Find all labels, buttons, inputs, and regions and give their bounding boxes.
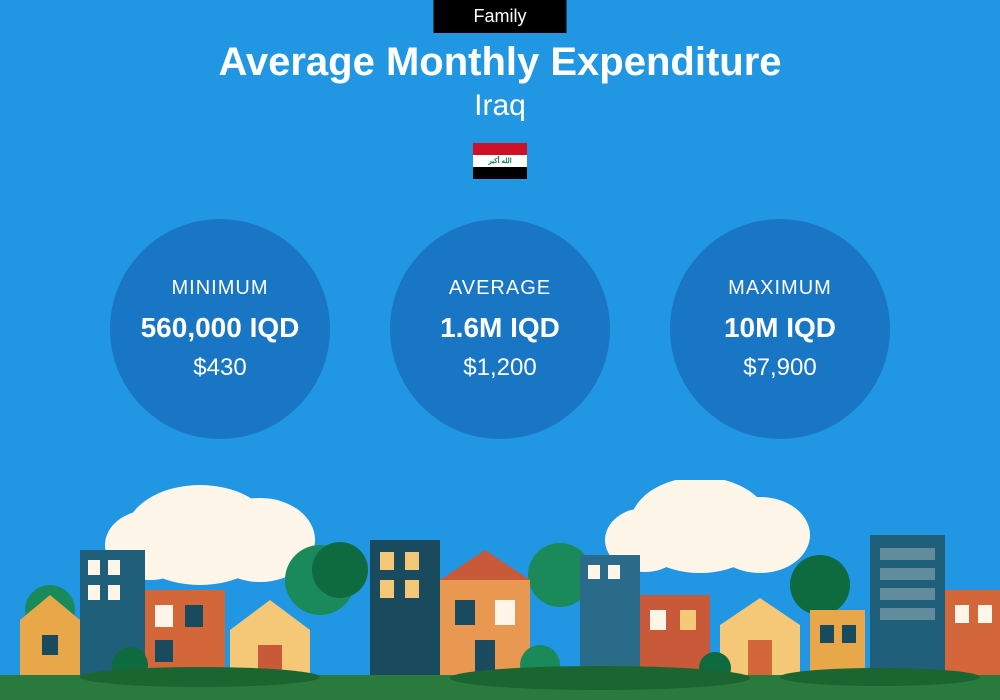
stat-usd: $1,200 [463, 354, 536, 382]
stat-amount: 10M IQD [724, 312, 836, 344]
stat-usd: $7,900 [743, 354, 816, 382]
stats-row: MINIMUM 560,000 IQD $430 AVERAGE 1.6M IQ… [0, 219, 1000, 439]
country-name: Iraq [0, 89, 1000, 123]
category-badge: Family [434, 0, 567, 33]
stat-average: AVERAGE 1.6M IQD $1,200 [390, 219, 610, 439]
cityscape-illustration [0, 480, 1000, 700]
stat-label: MAXIMUM [728, 277, 832, 300]
stat-label: MINIMUM [172, 277, 269, 300]
stat-minimum: MINIMUM 560,000 IQD $430 [110, 219, 330, 439]
stat-amount: 1.6M IQD [440, 312, 560, 344]
stat-label: AVERAGE [449, 277, 551, 300]
stat-maximum: MAXIMUM 10M IQD $7,900 [670, 219, 890, 439]
stat-amount: 560,000 IQD [141, 312, 300, 344]
iraq-flag-icon: الله أكبر [473, 143, 527, 179]
page-title: Average Monthly Expenditure [0, 40, 1000, 85]
stat-usd: $430 [193, 354, 246, 382]
